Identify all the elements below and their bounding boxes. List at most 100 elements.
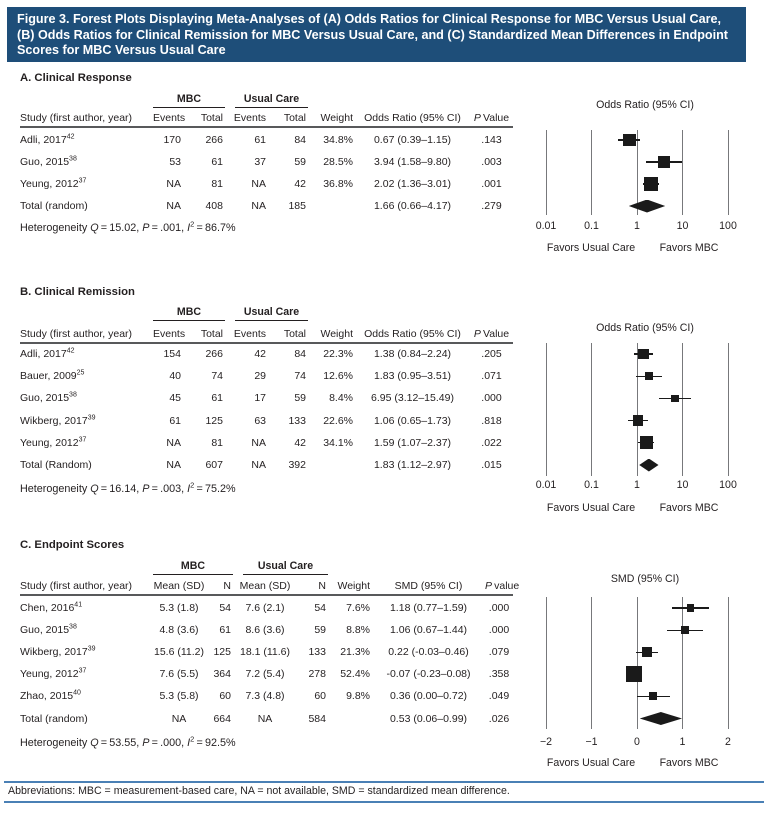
table-cell: 1.06 (0.65–1.73) [373,415,452,427]
table-cell: .143 [481,134,502,146]
table-row: Adli, 201742 170 266 61 84 34.8% 0.67 (0.39–1.… [20,129,513,151]
study-cell: Guo, 201538 [20,155,77,169]
forest-square [644,371,654,381]
column-header: Odds Ratio (95% CI) [364,112,461,124]
table-cell: 59 [314,624,326,636]
table-cell: .000 [488,602,510,614]
table-row: Chen, 201641 5.3 (1.8) 54 7.6 (2.1) 54 7.6% 1.… [20,597,513,619]
heterogeneity-note: Heterogeneity Q = 15.02, P = .001, I2 = … [20,219,236,234]
forest-diamond [639,712,683,725]
column-header: N [223,580,231,592]
table-cell: 266 [205,134,223,146]
column-header: SMD (95% CI) [394,580,463,592]
axis-tick-label: 1 [634,479,640,491]
table-cell: 81 [211,437,223,449]
section-b-heading: B. Clinical Remission [20,286,135,298]
axis-gridline [636,597,638,729]
axis-tick-label: 10 [676,479,689,491]
axis-gridline [591,343,592,476]
forest-diamond [628,199,666,213]
axis-gridline [682,130,683,215]
column-header: Study (first author, year) [20,328,133,340]
table-cell: 84 [294,348,306,360]
table-cell: 54 [219,602,231,614]
table-cell: .071 [481,370,502,382]
study-cell: Yeung, 201237 [20,177,87,191]
axis-tick-label: 1 [634,220,640,232]
table-cell [308,454,355,476]
column-header: Weight [320,328,354,340]
column-header: Odds Ratio (95% CI) [364,328,461,340]
table-cell: 125 [205,415,223,427]
table-cell: .079 [488,646,510,658]
axis-tick-label: 0.01 [535,220,557,232]
table-cell: 60 [219,690,231,702]
table-cell: 61 [254,134,266,146]
table-cell: NA [171,713,187,725]
table-cell: 408 [205,200,223,212]
table-column-header-row: Study (first author, year) Events Total Eve… [20,110,513,128]
table-cell: .000 [481,392,502,404]
table-cell: 607 [205,459,223,471]
table-column-header-row: Study (first author, year) Mean (SD) N Mean… [20,578,519,596]
table-cell: 0.22 (-0.03–0.46) [388,646,469,658]
axis-tick-label: 100 [719,479,737,491]
table-cell: 18.1 (11.6) [239,646,290,658]
table-cell: 170 [163,134,181,146]
table-cell: 8.4% [329,392,353,404]
axis-gridline [545,130,547,215]
axis-gridline [591,597,592,729]
table-cell: 17 [254,392,266,404]
study-cell: Yeung, 201237 [20,667,87,681]
table-cell: 0.36 (0.00–0.72) [389,690,468,702]
axis-tick-label: −2 [539,736,553,748]
table-row: Wikberg, 201739 61 125 63 133 22.6% 1.06 (0.65… [20,410,513,432]
table-cell: 34.8% [323,134,353,146]
table-cell: 278 [308,668,326,680]
table-cell: 28.5% [323,156,353,168]
axis-tick-label: 0 [634,736,640,748]
column-header: Total [283,328,306,340]
table-cell: 392 [288,459,306,471]
table-row: Zhao, 201540 5.3 (5.8) 60 7.3 (4.8) 60 9.8% 0.… [20,685,513,707]
table-cell: 0.67 (0.39–1.15) [373,134,452,146]
column-header: Total [200,112,223,124]
axis-tick-label: 10 [676,220,689,232]
axis-gridline [727,343,729,476]
table-cell: 36.8% [323,178,353,190]
study-cell: Chen, 201641 [20,601,83,615]
table-cell: 84 [294,134,306,146]
table-cell: 61 [219,624,231,636]
plot-c-title: SMD (95% CI) [610,573,680,585]
group-header-usual-care: Usual Care [235,92,308,108]
group-header-mbc: MBC [153,305,225,321]
table-cell: .001 [481,178,502,190]
table-cell: 45 [169,392,181,404]
table-cell: 53 [169,156,181,168]
table-cell: 21.3% [340,646,370,658]
table-cell: .026 [488,713,510,725]
study-cell: Zhao, 201540 [20,689,81,703]
table-row: Guo, 201538 4.8 (3.6) 61 8.6 (3.6) 59 8.8% 1.0… [20,619,513,641]
table-cell: 1.06 (0.67–1.44) [389,624,468,636]
table-cell: 63 [254,415,266,427]
table-cell: 266 [205,348,223,360]
axis-gridline [727,130,729,215]
section-c-heading: C. Endpoint Scores [20,539,125,551]
axis-gridline [682,597,683,729]
table-cell: .022 [481,437,502,449]
forest-square [681,626,690,634]
forest-square [622,133,636,147]
table-cell: 8.6 (3.6) [245,624,285,636]
table-cell: .358 [488,668,510,680]
table-cell: 4.8 (3.6) [159,624,199,636]
table-cell: 7.6 (5.5) [159,668,199,680]
table-row: Bauer, 200925 40 74 29 74 12.6% 1.83 (0.95–3.5… [20,365,513,387]
group-header-usual-care: Usual Care [235,305,308,321]
table-cell: .000 [488,624,510,636]
axis-gridline [545,343,547,476]
column-header: Study (first author, year) [20,580,133,592]
table-cell: 5.3 (1.8) [159,602,199,614]
table-cell: 1.83 (0.95–3.51) [373,370,452,382]
forest-square [638,348,649,360]
